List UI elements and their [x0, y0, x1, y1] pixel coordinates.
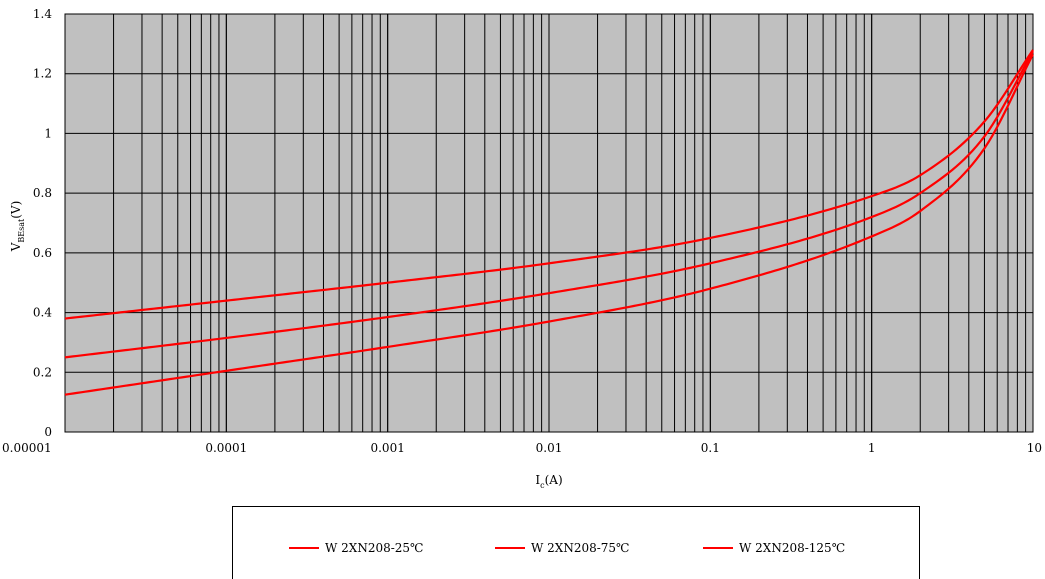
legend-label-75c: W 2XN208-75℃	[531, 541, 630, 555]
y-tick-label: 0.6	[33, 246, 52, 260]
x-tick-label: 0.001	[370, 441, 404, 455]
legend: W 2XN208-25℃ W 2XN208-75℃ W 2XN208-125℃	[232, 506, 920, 579]
y-tick-label: 1.4	[33, 7, 52, 21]
x-axis-title: Ic(A)	[535, 473, 562, 490]
chart: 00.20.40.60.811.21.4 0.00001 0.0001 0.001 0…	[2, 7, 1042, 490]
y-tick-label: 0.8	[33, 186, 52, 200]
x-tick-label: 0.0001	[205, 441, 247, 455]
x-tick-label: 0.01	[536, 441, 563, 455]
y-tick-label: 1	[44, 126, 52, 140]
legend-label-125c: W 2XN208-125℃	[739, 541, 846, 555]
legend-swatch-75c	[495, 547, 525, 549]
y-tick-label: 0	[44, 425, 52, 439]
series-line-1	[64, 50, 1034, 359]
x-tick-label: 1	[868, 441, 876, 455]
y-tick-label: 0.4	[33, 306, 52, 320]
legend-swatch-25c	[289, 547, 319, 549]
x-tick-label: 10	[1027, 441, 1042, 455]
series-line-2	[64, 49, 1034, 320]
legend-item-75c: W 2XN208-75℃	[495, 541, 629, 555]
y-tick-labels: 0 0.2 0.4 0.6 0.8 1 1.2 1.4	[33, 7, 52, 439]
series-line-0	[64, 53, 1034, 396]
y-tick-label: 0.2	[33, 365, 52, 379]
x-tick-label: 0.00001	[2, 441, 52, 455]
y-tick-label: 1.2	[33, 67, 52, 81]
legend-item-25c: W 2XN208-25℃	[289, 541, 423, 555]
x-tick-labels: 0.00001 0.0001 0.001 0.01 0.1 1 10	[2, 441, 1042, 455]
series-lines	[64, 49, 1034, 396]
plot-border	[64, 13, 1034, 433]
y-axis-title: VBEsat(V)	[9, 201, 26, 253]
legend-item-125c: W 2XN208-125℃	[703, 541, 845, 555]
legend-swatch-125c	[703, 547, 733, 549]
legend-label-25c: W 2XN208-25℃	[325, 541, 424, 555]
x-tick-label: 0.1	[701, 441, 720, 455]
